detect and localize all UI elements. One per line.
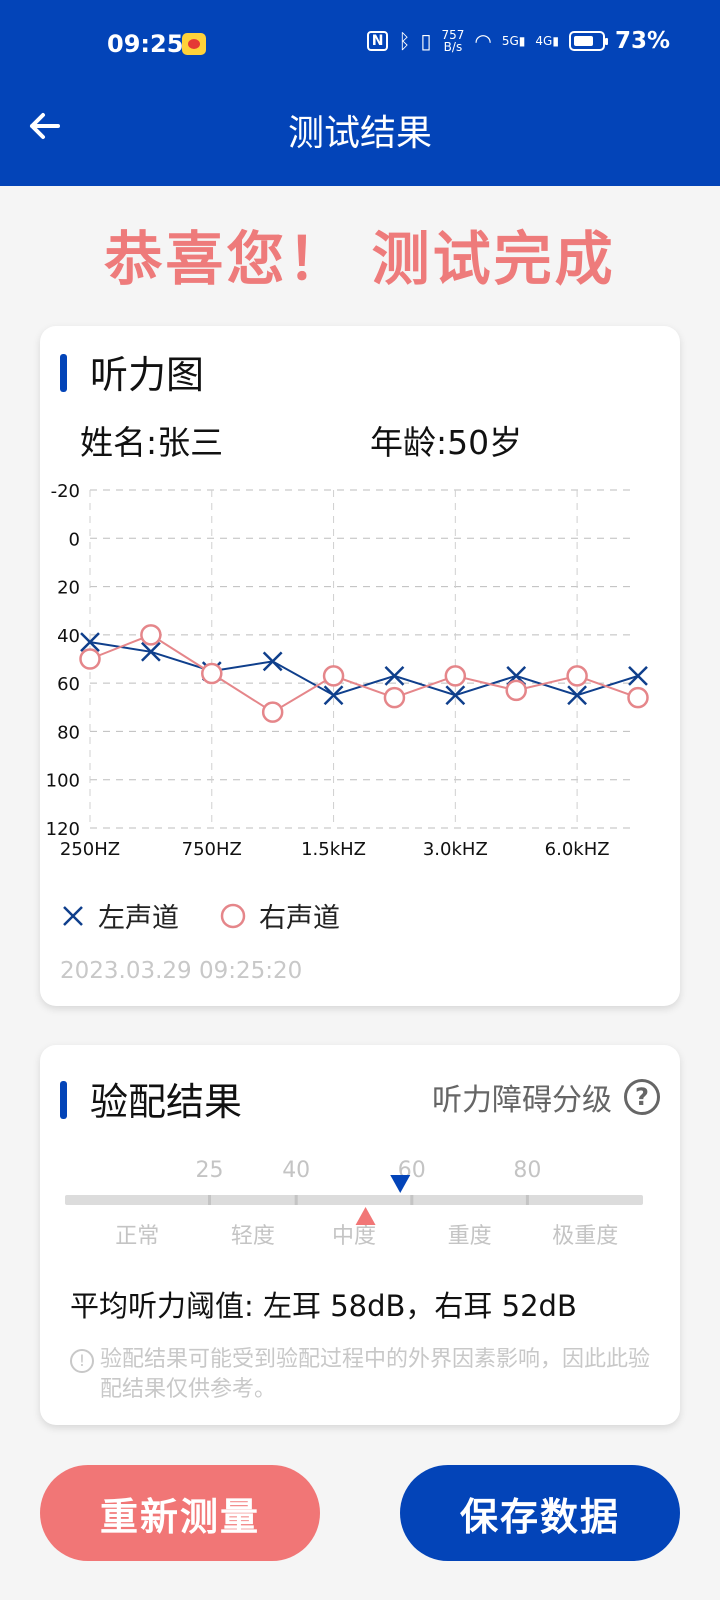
congrats-message: 恭喜您！ 测试完成 xyxy=(104,225,616,293)
average-threshold: 平均听力阈值: 左耳 58dB，右耳 52dB xyxy=(70,1289,577,1323)
grade-category-label: 中度 xyxy=(332,1224,376,1249)
chart-legend: 左声道 右声道 xyxy=(60,896,380,935)
fitting-section-title: 验配结果 xyxy=(90,1080,243,1124)
scale-tick-label: 40 xyxy=(282,1158,310,1183)
patient-age: 年龄:50岁 xyxy=(370,423,523,462)
page-title: 测试结果 xyxy=(287,113,432,154)
scale-tick-label: 80 xyxy=(513,1158,541,1183)
right-channel-point xyxy=(201,662,223,685)
x-tick-label: 250HZ xyxy=(60,839,120,860)
signal-4g-icon: 4G▮ xyxy=(535,34,559,48)
fitting-result-card: 验配结果 听力障碍分级 ? 25 40 60 80 正常 轻度 中度 重度 极重度 平均听力阈值… xyxy=(40,1045,680,1425)
left-channel-point xyxy=(80,632,100,652)
y-tick-label: 40 xyxy=(57,626,80,647)
legend-right-channel: 右声道 xyxy=(219,896,340,935)
x-tick-label: 3.0kHZ xyxy=(423,839,488,860)
audiogram-card: 听力图 姓名:张三 年龄:50岁 -20 0 20 40 60 80 100 120 250HZ… xyxy=(40,326,680,1006)
right-channel-point xyxy=(383,686,406,709)
vibrate-icon: ▯ xyxy=(420,29,432,53)
left-channel-point xyxy=(262,651,283,672)
bluetooth-icon: ᛒ xyxy=(398,29,411,53)
scale-tick-mark xyxy=(410,1195,414,1205)
y-tick-label: -20 xyxy=(51,481,80,502)
patient-name: 姓名:张三 xyxy=(80,423,224,462)
right-ear-marker-icon xyxy=(355,1207,376,1225)
x-tick-label: 750HZ xyxy=(182,839,242,860)
y-tick-label: 80 xyxy=(57,722,80,743)
audiogram-section-title: 听力图 xyxy=(90,353,205,397)
left-channel-point xyxy=(628,666,648,686)
grade-category-label: 重度 xyxy=(448,1224,492,1249)
y-tick-label: 20 xyxy=(57,578,80,599)
y-tick-label: 120 xyxy=(46,819,80,840)
signal-5g-icon: 5G▮ xyxy=(501,34,526,48)
right-channel-point xyxy=(261,701,284,723)
left-channel-point xyxy=(141,641,161,662)
battery-percent: 73% xyxy=(614,28,670,54)
status-bar: 09:25 N ᛒ ▯ 757 B/s ◠ 5G▮ 4G▮ 73% xyxy=(0,0,720,90)
question-circle-icon[interactable]: ? xyxy=(624,1079,660,1115)
y-tick-label: 100 xyxy=(46,771,80,792)
right-channel-point xyxy=(505,679,527,702)
scale-tick-label: 25 xyxy=(196,1158,224,1183)
left-channel-point xyxy=(323,685,344,706)
app-header: 09:25 N ᛒ ▯ 757 B/s ◠ 5G▮ 4G▮ 73% 测试结果 xyxy=(0,0,720,186)
right-channel-point xyxy=(627,686,649,709)
left-channel-point xyxy=(567,685,587,706)
back-arrow-icon[interactable] xyxy=(24,106,64,146)
scale-tick-mark xyxy=(208,1195,211,1205)
hearing-grade-help[interactable]: 听力障碍分级 ? xyxy=(432,1075,660,1119)
right-channel-point xyxy=(566,665,588,687)
retest-button[interactable]: 重新测量 xyxy=(40,1465,320,1561)
left-channel-line xyxy=(89,641,639,697)
right-channel-point xyxy=(322,665,345,687)
circle-marker-icon xyxy=(220,903,246,928)
left-channel-point xyxy=(384,666,405,686)
right-channel-point xyxy=(79,648,101,670)
x-tick-label: 6.0kHZ xyxy=(545,839,610,860)
status-icons: N ᛒ ▯ 757 B/s ◠ 5G▮ 4G▮ 73% xyxy=(366,28,670,54)
grade-category-label: 轻度 xyxy=(231,1224,275,1249)
x-marker-icon xyxy=(63,905,83,926)
section-accent-bar xyxy=(60,354,67,392)
right-channel-point xyxy=(140,624,162,646)
status-time: 09:25 xyxy=(107,30,184,58)
scale-bar xyxy=(65,1195,643,1205)
wifi-icon: ◠ xyxy=(474,29,492,53)
network-speed: 757 B/s xyxy=(441,28,465,54)
nfc-icon: N xyxy=(366,31,389,51)
battery-icon xyxy=(568,31,608,51)
y-tick-label: 0 xyxy=(69,529,80,550)
x-tick-label: 1.5kHZ xyxy=(301,839,366,860)
test-timestamp: 2023.03.29 09:25:20 xyxy=(60,958,303,984)
scale-tick-mark xyxy=(294,1195,298,1205)
info-exclamation-icon: ! xyxy=(70,1349,94,1373)
right-channel-line xyxy=(89,633,639,714)
section-accent-bar xyxy=(60,1081,67,1119)
left-channel-point xyxy=(445,685,466,706)
left-ear-marker-icon xyxy=(390,1175,411,1193)
disclaimer-note: ! 验配结果可能受到验配过程中的外界因素影响，因此此验配结果仅供参考。 xyxy=(70,1345,650,1405)
legend-left-channel: 左声道 xyxy=(60,896,179,935)
save-data-button[interactable]: 保存数据 xyxy=(400,1465,680,1561)
y-tick-label: 60 xyxy=(57,674,80,695)
grade-category-label: 正常 xyxy=(115,1224,159,1249)
right-channel-point xyxy=(444,665,467,687)
weibo-notification-icon xyxy=(182,33,206,55)
scale-tick-mark xyxy=(525,1195,529,1205)
grade-category-label: 极重度 xyxy=(552,1224,618,1249)
